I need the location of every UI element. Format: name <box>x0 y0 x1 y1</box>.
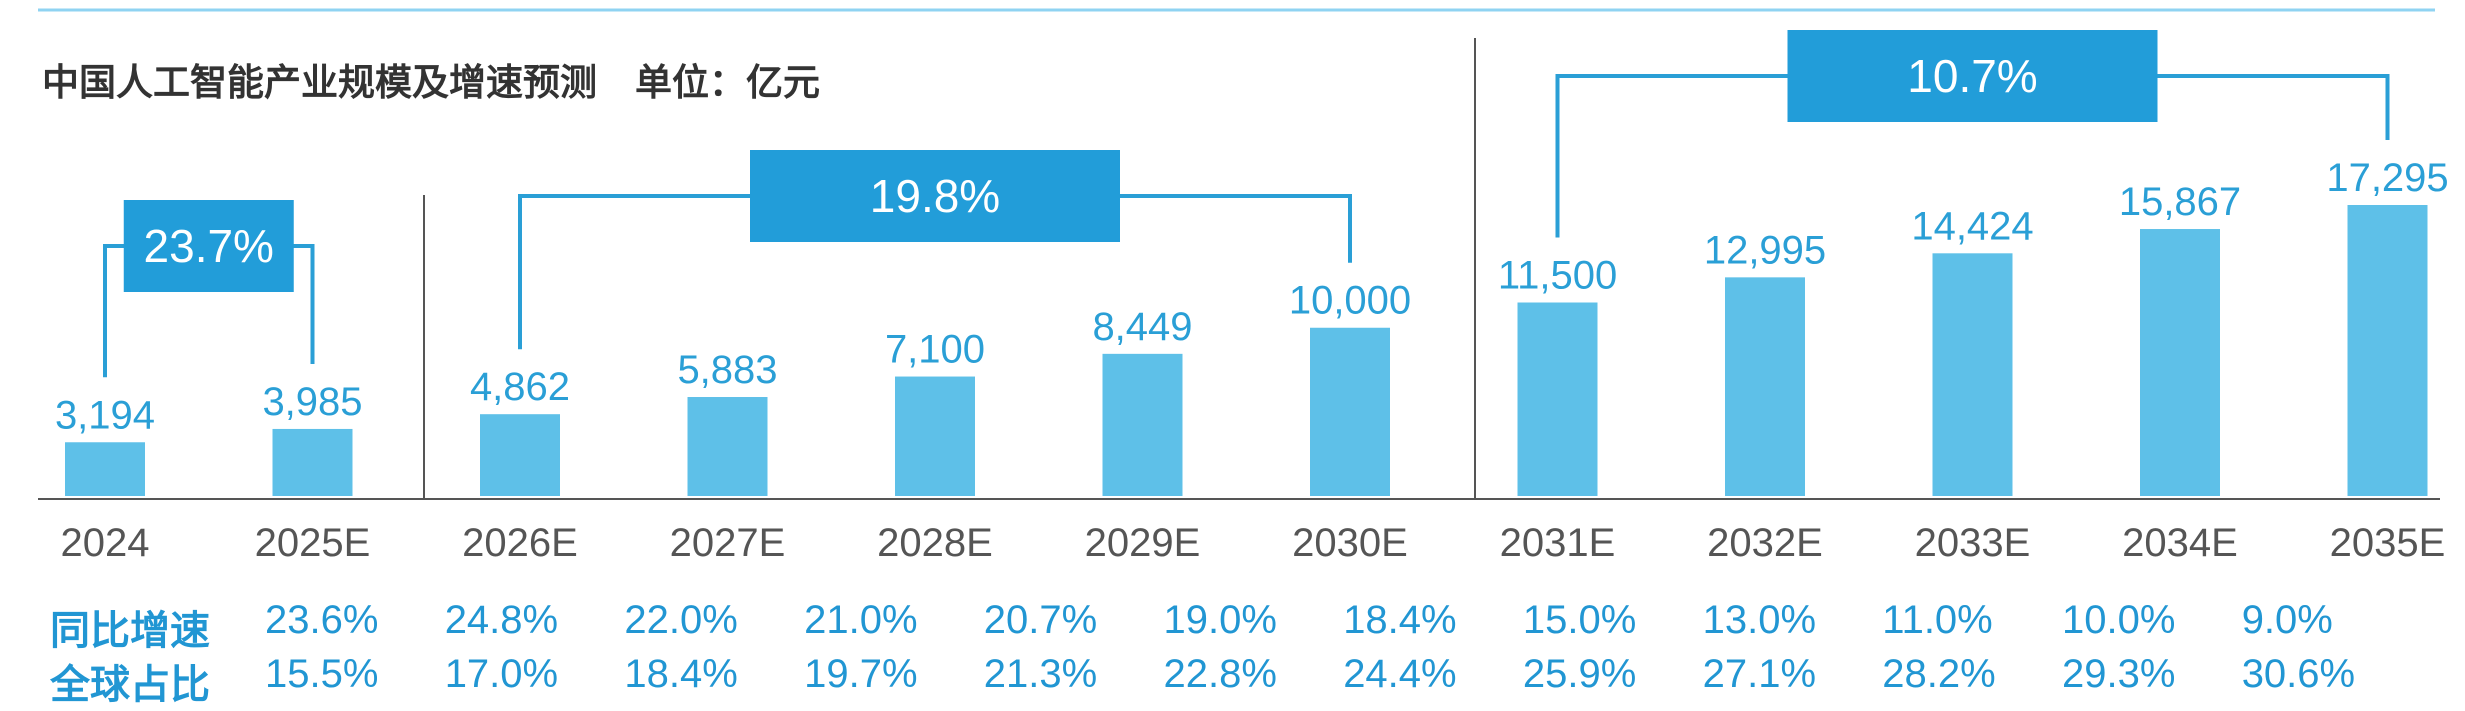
table-cell: 13.0% <box>1702 598 1817 642</box>
unit-label: 单位：亿元 <box>635 61 820 104</box>
value-label: 17,295 <box>2326 156 2448 200</box>
table-cell: 10.0% <box>2062 598 2176 642</box>
growth-rate-label: 19.8% <box>870 170 1000 222</box>
table-cell: 30.6% <box>2241 652 2356 696</box>
growth-box <box>750 150 1120 242</box>
bar-2027E <box>687 397 768 496</box>
table-cell: 18.4% <box>624 652 738 696</box>
bar-2034E <box>2140 229 2220 497</box>
table-cell: 27.1% <box>1702 652 1817 696</box>
growth-box <box>123 200 294 292</box>
table-row-yoy: 同比增速 23.6% 24.8% 22.0% 21.0% 20.7% 19.0% 18.4%… <box>0 598 2465 654</box>
value-label: 3,985 <box>262 380 362 424</box>
x-tick-label: 2024 <box>61 521 150 565</box>
table-cell: 24.8% <box>444 598 559 642</box>
growth-rate-label: 23.7% <box>144 220 274 272</box>
x-tick-label: 2029E <box>1085 521 1201 565</box>
x-tick-label: 2028E <box>877 521 993 565</box>
value-label: 3,194 <box>55 393 155 437</box>
table-cell: 11.0% <box>1882 598 1993 642</box>
bar-2033E <box>1932 253 2013 496</box>
table-cell: 9.0% <box>2241 598 2333 642</box>
value-label: 10,000 <box>1289 279 1411 323</box>
table-cell: 15.5% <box>265 652 379 696</box>
table-cell: 29.3% <box>2062 652 2176 696</box>
value-label: 8,449 <box>1092 305 1192 349</box>
chart-title: 中国人工智能产业规模及增速预测 单位：亿元 <box>42 52 820 106</box>
table-cell: 22.0% <box>624 598 738 642</box>
table-row-global-share: 全球占比 15.5% 17.0% 18.4% 19.7% 21.3% 22.8% 24.4%… <box>0 652 2465 708</box>
brackets-group: 23.7% 19.8% 10.7% <box>103 30 2390 378</box>
bar-2028E <box>895 376 975 496</box>
table-cell: 19.7% <box>804 652 918 696</box>
table-cell: 22.8% <box>1163 652 1277 696</box>
table-cell: 21.3% <box>983 652 1098 696</box>
bar-2026E <box>480 414 560 496</box>
table-cell: 17.0% <box>444 652 559 696</box>
table-cell: 24.4% <box>1343 652 1457 696</box>
x-tick-label: 2027E <box>670 521 786 565</box>
table-cell: 18.4% <box>1343 598 1457 642</box>
value-label: 15,867 <box>2119 180 2241 224</box>
x-tick-label: 2025E <box>255 521 371 565</box>
bar-2031E <box>1517 302 1598 496</box>
chart-title-text: 中国人工智能产业规模及增速预测 <box>42 61 597 104</box>
x-tick-label: 2034E <box>2122 521 2238 565</box>
value-label: 7,100 <box>885 328 985 372</box>
bar-2032E <box>1725 277 1805 496</box>
table-cell: 28.2% <box>1882 652 1996 696</box>
x-tick-label: 2031E <box>1500 521 1616 565</box>
bar-2035E <box>2347 205 2428 496</box>
table-cell: 25.9% <box>1522 652 1637 696</box>
table-cell: 23.6% <box>265 598 379 642</box>
x-tick-label: 2032E <box>1707 521 1823 565</box>
value-label: 4,862 <box>470 365 570 409</box>
growth-box <box>1787 30 2158 122</box>
x-tick-label: 2030E <box>1292 521 1408 565</box>
value-label: 12,995 <box>1704 228 1826 272</box>
bar-2030E <box>1310 327 1390 496</box>
bars-group: 3,194 2024 3,985 2025E 4,862 2026E 5,883 2027E 7… <box>55 156 2449 565</box>
table-cell: 15.0% <box>1522 598 1637 642</box>
value-label: 11,500 <box>1498 254 1617 298</box>
bar-2029E <box>1102 353 1183 496</box>
x-tick-label: 2035E <box>2330 521 2446 565</box>
row-label-global-share: 全球占比 <box>50 662 210 708</box>
row-label-yoy: 同比增速 <box>50 608 210 654</box>
table-cell: 20.7% <box>983 598 1098 642</box>
x-tick-label: 2026E <box>462 521 578 565</box>
table-cell: 21.0% <box>804 598 918 642</box>
value-label: 14,424 <box>1911 204 2033 248</box>
table-cell: 19.0% <box>1163 598 1277 642</box>
x-tick-label: 2033E <box>1915 521 2031 565</box>
growth-rate-label: 10.7% <box>1907 50 2037 102</box>
bar-2025E <box>272 428 353 496</box>
bar-2024 <box>65 442 145 496</box>
value-label: 5,883 <box>677 348 777 392</box>
